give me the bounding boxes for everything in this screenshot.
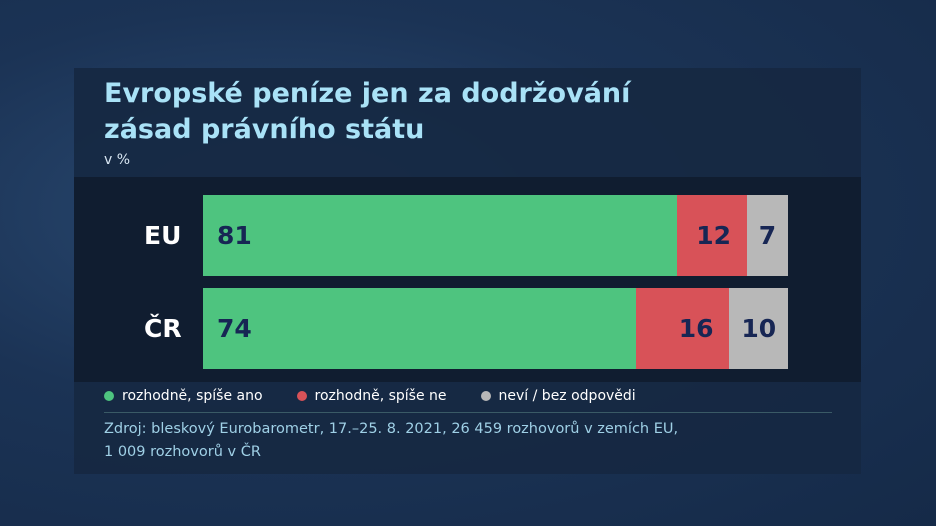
data-label-cr-yes: 74	[217, 314, 252, 343]
bar-segment-cr-dont-know: 10	[729, 288, 788, 369]
source-line-1: Zdroj: bleskový Eurobarometr, 17.–25. 8.…	[104, 421, 679, 437]
bar-segment-cr-yes: 74	[203, 288, 636, 369]
data-label-eu-no: 12	[696, 221, 732, 250]
legend-label-no: rozhodně, spíše ne	[314, 388, 447, 404]
legend-dot-yes	[104, 391, 114, 401]
title-line-2: zásad právního státu	[104, 114, 425, 145]
data-label-cr-dont-know: 10	[741, 314, 777, 343]
legend-item-dont-know: neví / bez odpovědi	[480, 388, 636, 404]
bar-segment-cr-no: 16	[635, 288, 730, 369]
bar-segment-eu-dont-know: 7	[747, 195, 788, 276]
legend: rozhodně, spíše ano rozhodně, spíše ne n…	[104, 386, 844, 406]
bar-segment-eu-no: 12	[676, 195, 748, 276]
title-line-1: Evropské peníze jen za dodržování	[104, 78, 631, 109]
legend-label-dont-know: neví / bez odpovědi	[498, 388, 636, 404]
legend-dot-dont-know	[480, 391, 491, 401]
unit-label: v %	[104, 152, 131, 168]
legend-item-no: rozhodně, spíše ne	[296, 388, 447, 404]
data-label-eu-yes: 81	[217, 221, 252, 250]
bar-segment-eu-yes: 81	[203, 195, 677, 276]
chart-title: Evropské peníze jen za dodržování zásad …	[104, 76, 804, 148]
legend-dot-no	[296, 391, 307, 401]
data-label-eu-dont-know: 7	[758, 221, 777, 250]
source-note: Zdroj: bleskový Eurobarometr, 17.–25. 8.…	[104, 418, 804, 464]
legend-item-yes: rozhodně, spíše ano	[104, 388, 263, 404]
source-line-2: 1 009 rozhovorů v ČR	[104, 444, 261, 460]
chart-panel: Evropské peníze jen za dodržování zásad …	[74, 68, 861, 474]
divider	[104, 412, 832, 413]
category-label-eu: EU	[144, 221, 182, 250]
chart-area: EU 81 12 7 ČR 74 16 10	[74, 177, 861, 382]
bar-row-eu: 81 12 7	[203, 195, 788, 276]
data-label-cr-no: 16	[678, 314, 714, 343]
legend-label-yes: rozhodně, spíše ano	[122, 388, 263, 404]
category-label-cr: ČR	[144, 314, 182, 343]
bar-row-cr: 74 16 10	[203, 288, 788, 369]
